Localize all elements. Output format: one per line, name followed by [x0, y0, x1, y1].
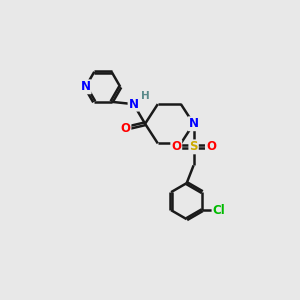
- Text: N: N: [81, 80, 91, 93]
- Text: S: S: [189, 140, 198, 153]
- Text: N: N: [128, 98, 139, 111]
- Text: N: N: [189, 117, 199, 130]
- Text: O: O: [171, 140, 181, 153]
- Text: H: H: [141, 91, 149, 101]
- Text: O: O: [121, 122, 130, 135]
- Text: O: O: [206, 140, 216, 153]
- Text: Cl: Cl: [212, 204, 225, 217]
